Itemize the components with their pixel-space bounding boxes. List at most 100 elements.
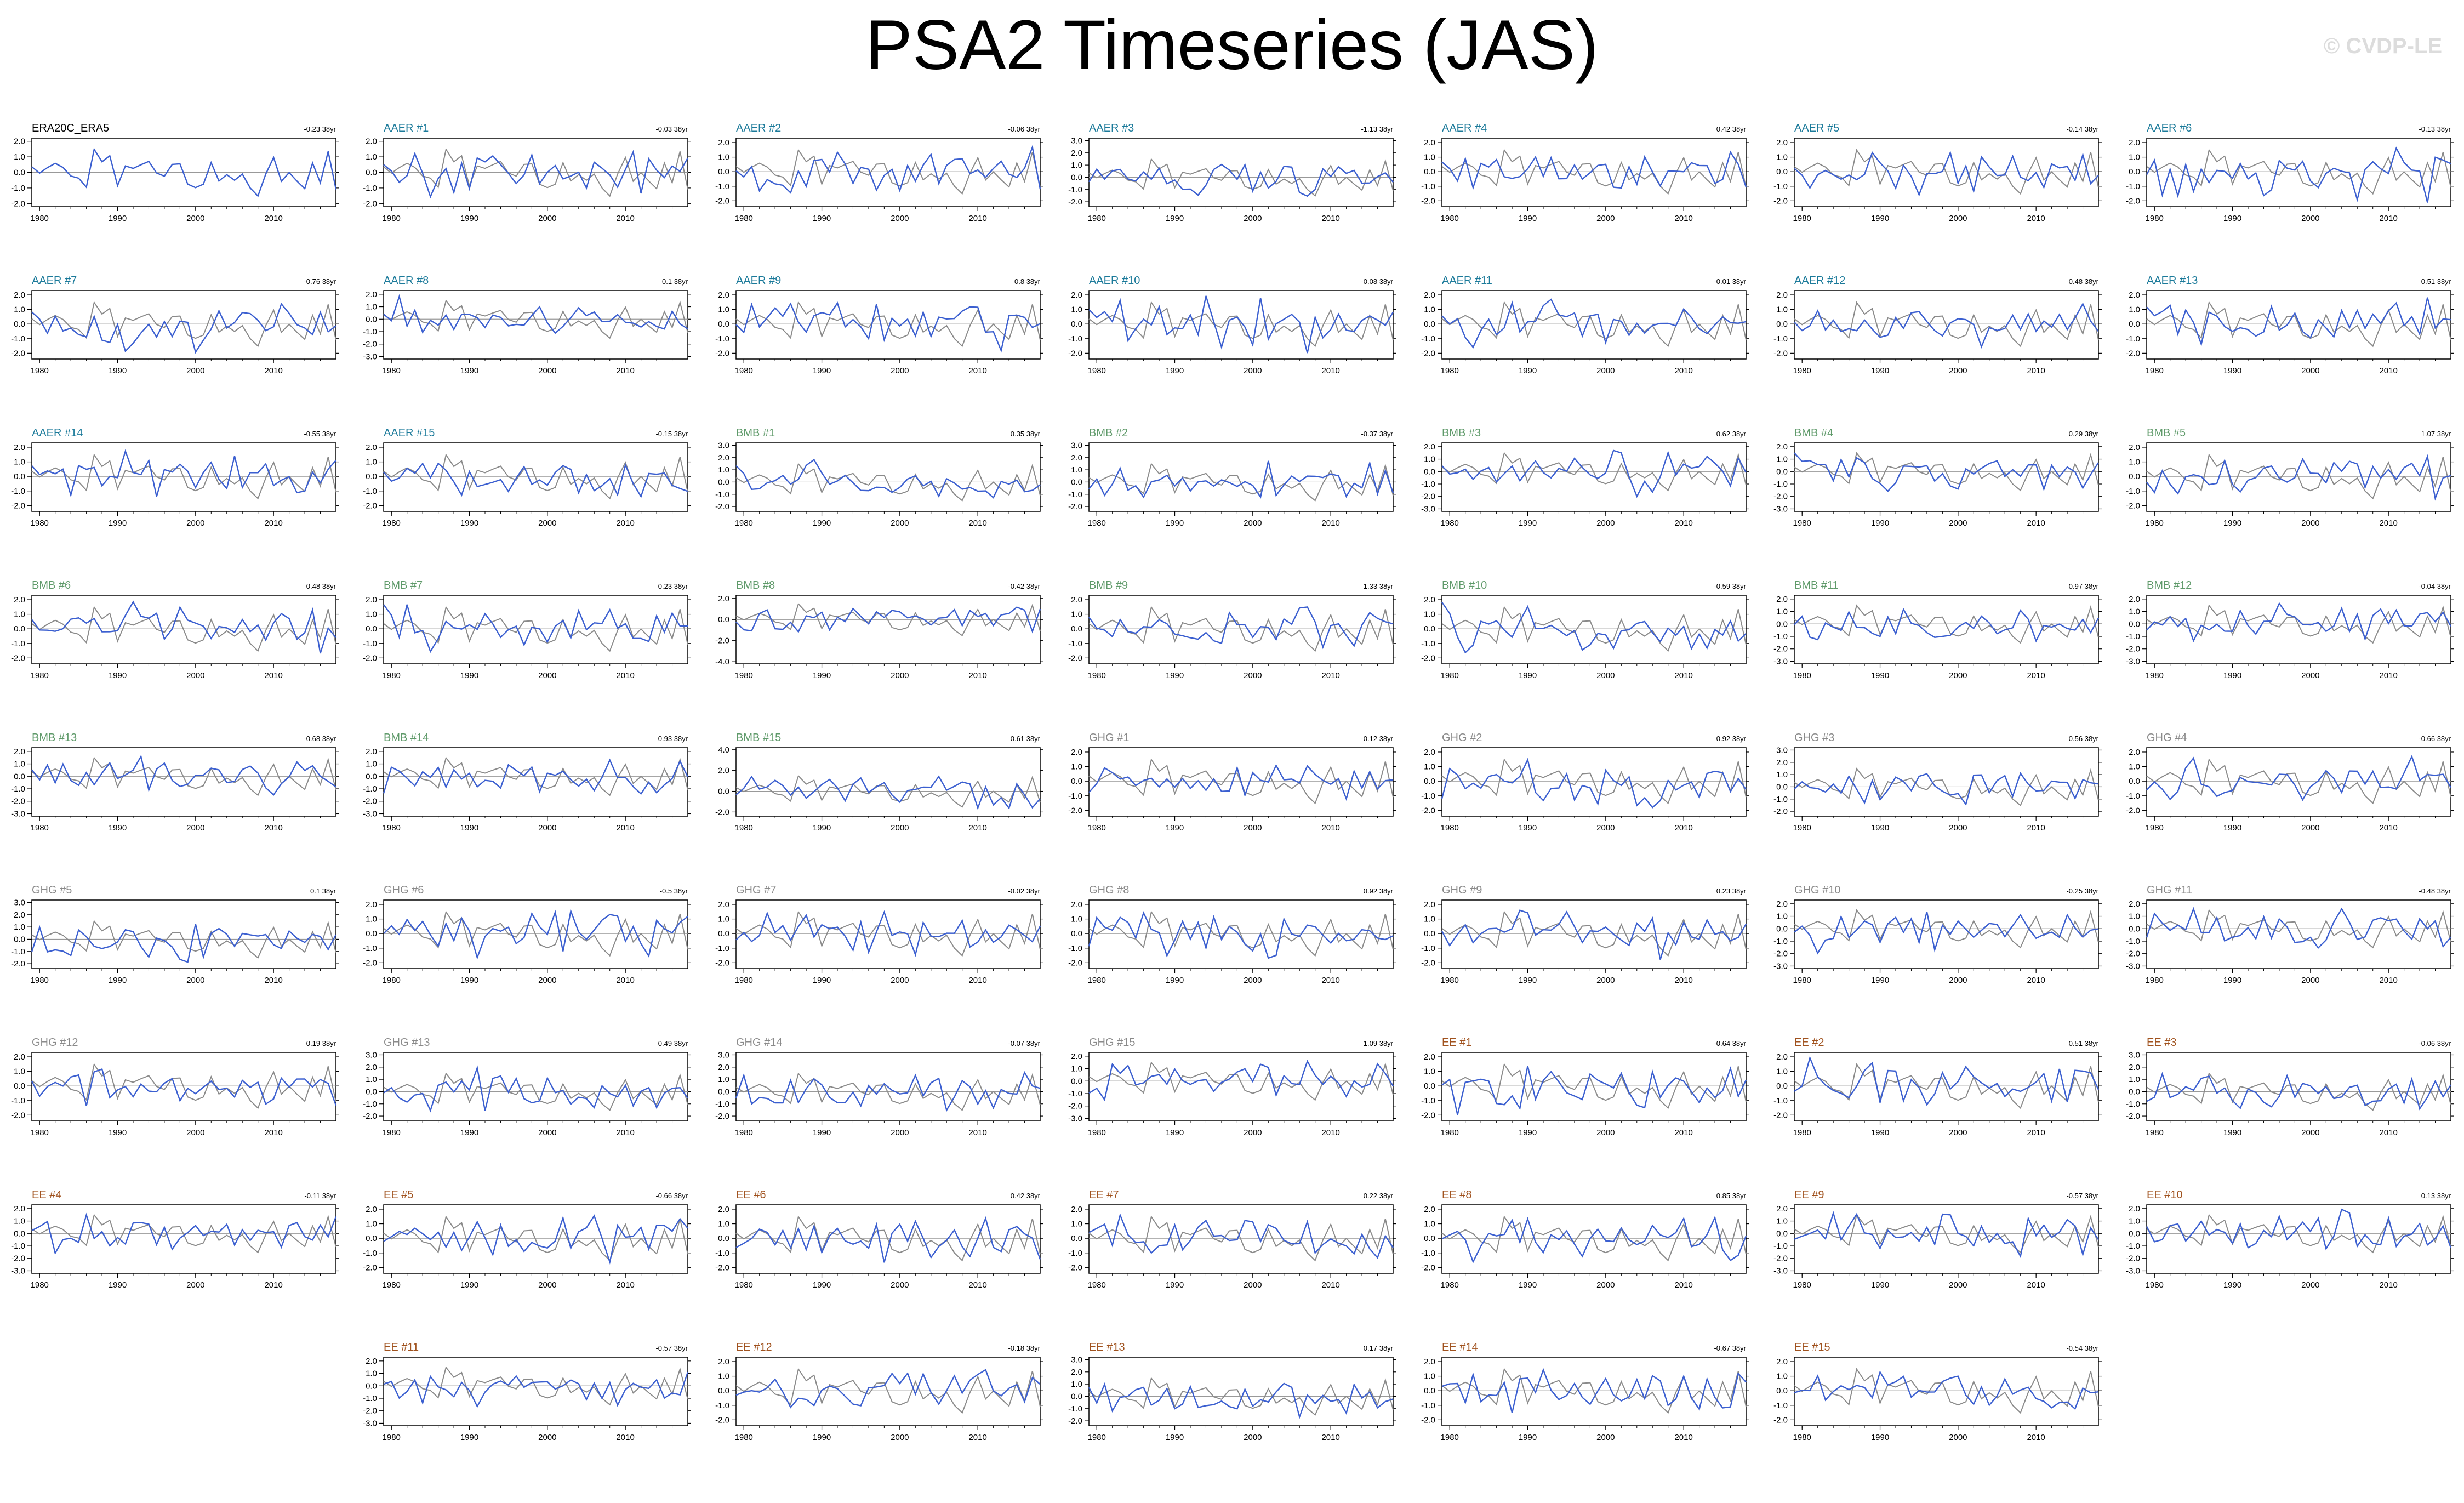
x-tick-label: 1990: [1519, 1433, 1537, 1442]
plot-frame: [2146, 899, 2451, 969]
x-tick-label: 2010: [2027, 671, 2045, 680]
member-series-line: [383, 1214, 688, 1265]
y-tick-label: 1.0: [718, 1220, 729, 1229]
panel-title: EE #4: [32, 1189, 61, 1201]
plot-frame: [1441, 1204, 1747, 1274]
member-series-line: [1794, 1370, 2099, 1410]
x-tick-label: 1990: [109, 366, 127, 375]
y-tick-label: 1.0: [1776, 455, 1788, 464]
y-tick-label: 1.0: [1776, 607, 1788, 617]
x-tick-label: 2000: [1949, 519, 1967, 528]
reference-series-line: [383, 453, 688, 500]
x-tick-label: 1980: [1793, 976, 1811, 985]
y-tick-label: 0.0: [1071, 1234, 1082, 1243]
trend-label: -0.08 38yr: [1361, 277, 1393, 286]
plot-frame: [1088, 1204, 1394, 1274]
y-tick-label: 0.0: [14, 320, 25, 329]
panel-aaer-9: AAER #9 0.8 38yr 2.0 1.0 0.0 -1.0 -2.0 1980 1990…: [715, 275, 1043, 375]
panel-title: BMB #5: [2147, 427, 2186, 439]
reference-series-line: [735, 910, 1041, 957]
y-tick-label: 2.0: [14, 1204, 25, 1214]
x-tick-label: 1980: [1441, 1433, 1459, 1442]
y-tick-label: -2.0: [1421, 806, 1435, 815]
panel-bmb-11: BMB #11 0.97 38yr 2.0 1.0 0.0 -1.0 -2.0 -3.0 198…: [1773, 579, 2102, 680]
y-tick-label: 2.0: [1071, 595, 1082, 605]
y-tick-label: -2.0: [11, 501, 25, 510]
member-series-line: [1441, 1368, 1747, 1413]
member-series-line: [1794, 452, 2100, 492]
x-tick-label: 1990: [109, 671, 127, 680]
plot-frame: [2146, 595, 2451, 664]
y-tick-label: 1.0: [2129, 762, 2140, 772]
y-tick-label: 1.0: [718, 465, 729, 475]
y-tick-label: -1.0: [1068, 185, 1082, 195]
member-series-line: [1088, 460, 1394, 499]
panel-title: BMB #1: [736, 427, 775, 439]
member-series-line: [1088, 1382, 1394, 1420]
x-tick-label: 1980: [1793, 1433, 1811, 1442]
reference-series-line: [1441, 758, 1747, 805]
y-tick-label: -1.0: [1068, 1089, 1082, 1098]
panel-title: EE #10: [2147, 1189, 2183, 1201]
panel-ghg-12: GHG #12 0.19 38yr 2.0 1.0 0.0 -1.0 -2.0 1980 199…: [11, 1037, 339, 1137]
reference-series-line: [383, 299, 688, 339]
x-tick-label: 1990: [2223, 976, 2241, 985]
y-tick-label: -2.0: [363, 340, 377, 349]
member-series-line: [31, 600, 336, 654]
y-tick-label: 1.0: [14, 610, 25, 619]
watermark: © CVDP-LE: [2323, 34, 2442, 58]
panel-title: BMB #2: [1089, 427, 1128, 439]
panel-aaer-2: AAER #2 -0.06 38yr 2.0 1.0 0.0 -1.0 -2.0 1980 19…: [715, 122, 1043, 223]
y-tick-label: 0.0: [1776, 1229, 1788, 1238]
panel-title: EE #1: [1442, 1037, 1471, 1049]
trend-label: 0.23 38yr: [1716, 887, 1747, 895]
y-tick-label: 1.0: [2129, 912, 2140, 921]
x-tick-label: 2000: [1949, 671, 1967, 680]
y-tick-label: -1.0: [2126, 937, 2140, 946]
y-tick-label: -1.0: [363, 327, 377, 337]
y-tick-label: 1.0: [1071, 1220, 1082, 1229]
reference-series-line: [1441, 1215, 1747, 1262]
x-tick-label: 1980: [31, 1128, 49, 1137]
trend-label: 0.35 38yr: [1011, 430, 1041, 438]
member-series-line: [383, 604, 688, 653]
y-tick-label: 0.0: [366, 624, 377, 634]
x-tick-label: 1990: [1871, 1280, 1889, 1290]
y-tick-label: -2.0: [1773, 196, 1788, 206]
y-tick-label: 0.0: [366, 772, 377, 781]
x-tick-label: 1980: [383, 1280, 401, 1290]
y-tick-label: 0.0: [14, 935, 25, 944]
panel-title: BMB #12: [2147, 579, 2192, 591]
y-tick-label: 1.0: [718, 153, 729, 162]
x-tick-label: 1980: [1088, 366, 1106, 375]
x-tick-label: 1990: [460, 1280, 478, 1290]
y-tick-label: -2.0: [11, 1254, 25, 1263]
trend-label: 0.22 38yr: [1364, 1192, 1394, 1200]
y-tick-label: 2.0: [718, 1205, 729, 1214]
x-tick-label: 1980: [1441, 976, 1459, 985]
x-tick-label: 1990: [460, 976, 478, 985]
y-tick-label: -2.0: [363, 653, 377, 663]
y-tick-label: 2.0: [1776, 1204, 1788, 1214]
y-tick-label: 0.0: [1071, 1077, 1082, 1086]
reference-series-line: [383, 910, 688, 957]
trend-label: -0.66 38yr: [655, 1192, 688, 1200]
panel-title: BMB #14: [384, 732, 429, 744]
y-tick-label: -2.0: [363, 797, 377, 806]
reference-series-line: [1088, 606, 1394, 652]
y-tick-label: -1.0: [1068, 1249, 1082, 1258]
member-series-line: [383, 758, 689, 795]
x-tick-label: 1980: [2146, 976, 2164, 985]
trend-label: -0.55 38yr: [304, 430, 336, 438]
y-tick-label: -2.0: [1068, 653, 1082, 663]
y-tick-label: -1.0: [2126, 182, 2140, 191]
plot-frame: [383, 442, 688, 512]
y-tick-label: 0.0: [1424, 929, 1435, 938]
y-tick-label: 1.0: [14, 152, 25, 162]
reference-series-line: [735, 463, 1041, 502]
panel-title: GHG #6: [384, 884, 424, 896]
x-tick-label: 2010: [2027, 214, 2045, 223]
trend-label: 1.33 38yr: [1364, 582, 1394, 590]
x-tick-label: 1990: [1166, 671, 1184, 680]
trend-label: -0.12 38yr: [1361, 735, 1393, 743]
